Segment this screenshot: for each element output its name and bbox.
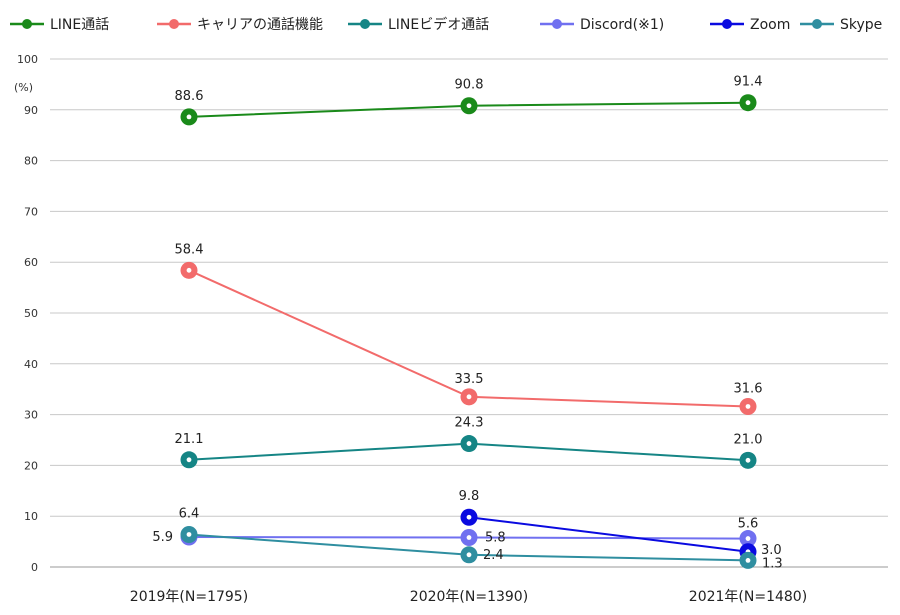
data-label: 9.8 — [459, 489, 480, 504]
y-tick-label: 20 — [24, 459, 38, 472]
data-label: 3.0 — [761, 543, 782, 558]
y-tick-label: 0 — [31, 561, 38, 574]
data-label: 90.8 — [455, 78, 484, 93]
data-point-center — [466, 394, 472, 400]
y-tick-label: 80 — [24, 155, 38, 168]
data-label: 88.6 — [175, 89, 204, 104]
legend-item: Zoom — [710, 17, 790, 33]
data-point-center — [186, 267, 192, 273]
data-point-center — [186, 532, 192, 537]
legend-item: Discord(※1) — [540, 17, 664, 33]
data-point-center — [186, 114, 192, 120]
legend-item: LINE通話 — [10, 16, 109, 33]
y-unit-label: (%) — [14, 81, 33, 94]
legend-label: Discord(※1) — [580, 17, 664, 33]
y-tick-label: 100 — [17, 53, 38, 66]
data-point-center — [745, 557, 751, 563]
legend-label: Skype — [840, 17, 882, 33]
legend-swatch-marker — [169, 19, 179, 29]
data-point-center — [186, 457, 192, 463]
legend-item: LINEビデオ通話 — [348, 16, 489, 33]
data-label: 31.6 — [734, 381, 763, 396]
data-labels: 88.6 90.8 91.4 58.4 33.5 31.6 21.1 24.3 21.0 5.9 5… — [152, 75, 782, 572]
data-label: 5.8 — [485, 531, 506, 546]
y-tick-label: 40 — [24, 358, 38, 371]
data-point-center — [466, 552, 472, 558]
y-tick-label: 30 — [24, 409, 38, 422]
data-label: 91.4 — [734, 75, 763, 90]
x-category-label: 2019年(N=1795) — [130, 589, 248, 605]
x-axis: 2019年(N=1795) 2020年(N=1390) 2021年(N=1480) — [130, 589, 807, 605]
series-1 — [180, 261, 757, 415]
y-tick-label: 50 — [24, 307, 38, 320]
data-label: 58.4 — [175, 242, 204, 257]
series-0 — [180, 94, 757, 126]
series-5 — [180, 525, 757, 569]
data-point-center — [466, 441, 472, 446]
data-point-center — [466, 535, 472, 540]
data-label: 5.6 — [738, 517, 759, 532]
x-category-label: 2021年(N=1480) — [689, 589, 807, 605]
data-label: 21.1 — [175, 432, 204, 447]
y-tick-label: 10 — [24, 510, 38, 523]
y-axis: 0 10 20 30 40 50 60 70 80 90 100 — [17, 53, 38, 574]
data-label: 2.4 — [483, 548, 504, 563]
data-point-center — [745, 100, 751, 106]
data-label: 21.0 — [734, 432, 763, 447]
y-tick-label: 70 — [24, 205, 38, 218]
data-label: 33.5 — [455, 372, 484, 387]
y-tick-label: 90 — [24, 104, 38, 117]
legend-label: Zoom — [750, 17, 790, 33]
series-group — [180, 94, 757, 569]
data-point-center — [466, 103, 472, 109]
legend-item: Skype — [800, 17, 882, 33]
legend-swatch-marker — [360, 19, 370, 29]
data-label: 5.9 — [152, 530, 173, 545]
data-point-center — [745, 536, 751, 541]
data-label: 6.4 — [179, 506, 200, 521]
legend: LINE通話 キャリアの通話機能 LINEビデオ通話 Discord(※1) Zoom S… — [10, 16, 882, 33]
legend-label: LINEビデオ通話 — [388, 16, 489, 33]
series-line — [468, 516, 749, 553]
legend-label: LINE通話 — [50, 16, 109, 33]
legend-swatch-marker — [812, 19, 822, 29]
data-point-center — [745, 457, 751, 463]
series-2 — [180, 435, 757, 469]
legend-label: キャリアの通話機能 — [197, 16, 323, 33]
legend-item: キャリアの通話機能 — [157, 16, 323, 33]
data-point-center — [745, 404, 751, 409]
data-point-center — [466, 514, 472, 520]
legend-swatch-marker — [552, 19, 562, 29]
y-tick-label: 60 — [24, 256, 38, 269]
legend-swatch-marker — [722, 19, 732, 29]
data-label: 1.3 — [762, 556, 783, 571]
legend-swatch-marker — [22, 19, 32, 29]
data-label: 24.3 — [455, 416, 484, 431]
x-category-label: 2020年(N=1390) — [410, 589, 528, 605]
series-3 — [180, 528, 757, 548]
